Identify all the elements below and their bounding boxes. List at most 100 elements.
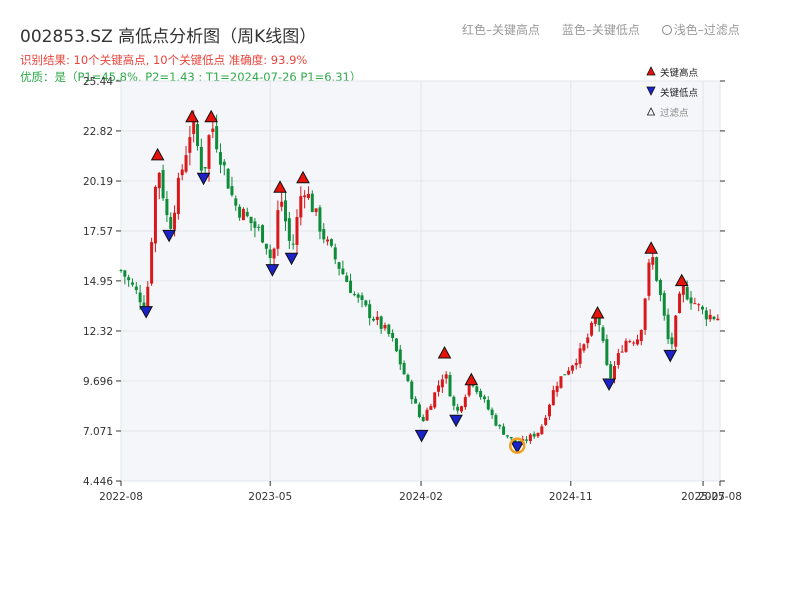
candle-body [697, 304, 701, 306]
candle-body [658, 279, 662, 295]
candle-body [632, 342, 636, 344]
legend-filtered-label: 过滤点 [660, 107, 689, 119]
candle-body [536, 432, 540, 437]
candle-body [375, 316, 379, 320]
candle-body [161, 170, 165, 199]
candle-body [230, 186, 234, 196]
candle-body [643, 298, 647, 330]
x-tick-label: 2023-05 [248, 491, 292, 503]
candle-body [456, 406, 460, 411]
candle-body [662, 293, 666, 316]
candle-body [138, 292, 142, 303]
candle-body [134, 286, 138, 291]
chart-title: 002853.SZ 高低点分析图（周K线图） [20, 27, 317, 47]
candle-body [421, 416, 425, 422]
candle-body [708, 314, 712, 320]
candle-body [371, 318, 375, 321]
candle-body [245, 211, 249, 217]
top-legend-light: 浅色–过滤点 [673, 23, 740, 37]
candle-body [337, 262, 341, 269]
candle-body [383, 324, 387, 329]
key-high-marker [273, 180, 287, 193]
key-high-marker [590, 305, 605, 319]
top-legend-blue: 蓝色–关键低点 [561, 23, 640, 37]
candles [119, 110, 720, 447]
candle-body [345, 275, 349, 282]
candle-body [226, 168, 230, 189]
candle-body [295, 217, 299, 245]
candle-body [360, 295, 364, 300]
candle-body [215, 126, 219, 150]
candle-body [391, 332, 395, 339]
candle-body [540, 426, 544, 435]
candle-body [173, 212, 177, 230]
candle-body [165, 198, 169, 216]
candle-body [322, 229, 326, 240]
candle-body [394, 338, 398, 352]
candle-body [582, 344, 586, 351]
candle-body [238, 206, 242, 218]
candle-body [287, 218, 291, 241]
candle-body [528, 434, 532, 441]
candle-body [498, 425, 502, 427]
candle-body [712, 316, 716, 320]
legend-high-label: 关键高点 [660, 67, 699, 79]
candle-body [437, 385, 441, 392]
y-tick-label: 9.696 [83, 376, 113, 388]
y-tick-label: 20.19 [83, 176, 113, 188]
candle-body [211, 128, 215, 132]
candle-body [276, 210, 280, 249]
candle-body [284, 200, 288, 222]
candle-body [169, 217, 173, 229]
candle-body [241, 209, 245, 221]
candle-body [188, 137, 192, 153]
candle-body [593, 317, 597, 324]
y-tick-label: 14.95 [83, 276, 113, 288]
key-low-marker [602, 378, 616, 392]
candle-body [218, 152, 222, 165]
candle-body [364, 300, 368, 306]
triangle-up-outline-icon [646, 107, 656, 116]
candle-body [479, 391, 483, 398]
key-markers [139, 109, 689, 454]
candle-body [123, 270, 127, 277]
key-high-marker [204, 109, 219, 123]
candle-body [716, 318, 720, 321]
candle-body [655, 257, 659, 281]
candle-body [310, 193, 314, 213]
y-tick-label: 22.82 [83, 126, 113, 138]
candle-body [203, 166, 207, 169]
candle-body [666, 314, 670, 340]
candle-body [157, 172, 161, 189]
candle-body [196, 124, 200, 147]
candle-body [264, 243, 268, 249]
candle-body [352, 294, 356, 296]
x-tick-label: 2024-02 [399, 491, 443, 503]
candle-body [559, 376, 563, 388]
highlight-ring [508, 437, 526, 454]
candle-body [406, 374, 410, 382]
candle-body [605, 339, 609, 365]
candle-body [429, 406, 433, 410]
key-low-marker [284, 252, 299, 266]
candle-body [329, 239, 333, 246]
candle-body [639, 329, 643, 342]
candle-body [199, 146, 203, 171]
key-high-marker [644, 241, 658, 254]
candle-body [624, 340, 628, 352]
axes: 4.446 7.071 9.696 12.32 14.95 17.57 20.19 22.82… [83, 76, 742, 503]
candle-body [685, 287, 689, 300]
candle-body [532, 433, 536, 437]
result-line: 识别结果: 10个关键高点, 10个关键低点 准确度: 93.9% [20, 53, 308, 67]
key-high-marker [296, 170, 310, 184]
candle-body [326, 239, 330, 242]
candle-body [609, 364, 613, 379]
candle-body [417, 404, 421, 417]
candle-body [555, 385, 559, 392]
candle-body [257, 226, 261, 228]
triangle-up-icon [646, 66, 656, 76]
candle-body [701, 306, 705, 310]
top-legend-red: 红色–关键高点 [462, 23, 541, 37]
candle-body [119, 270, 123, 272]
